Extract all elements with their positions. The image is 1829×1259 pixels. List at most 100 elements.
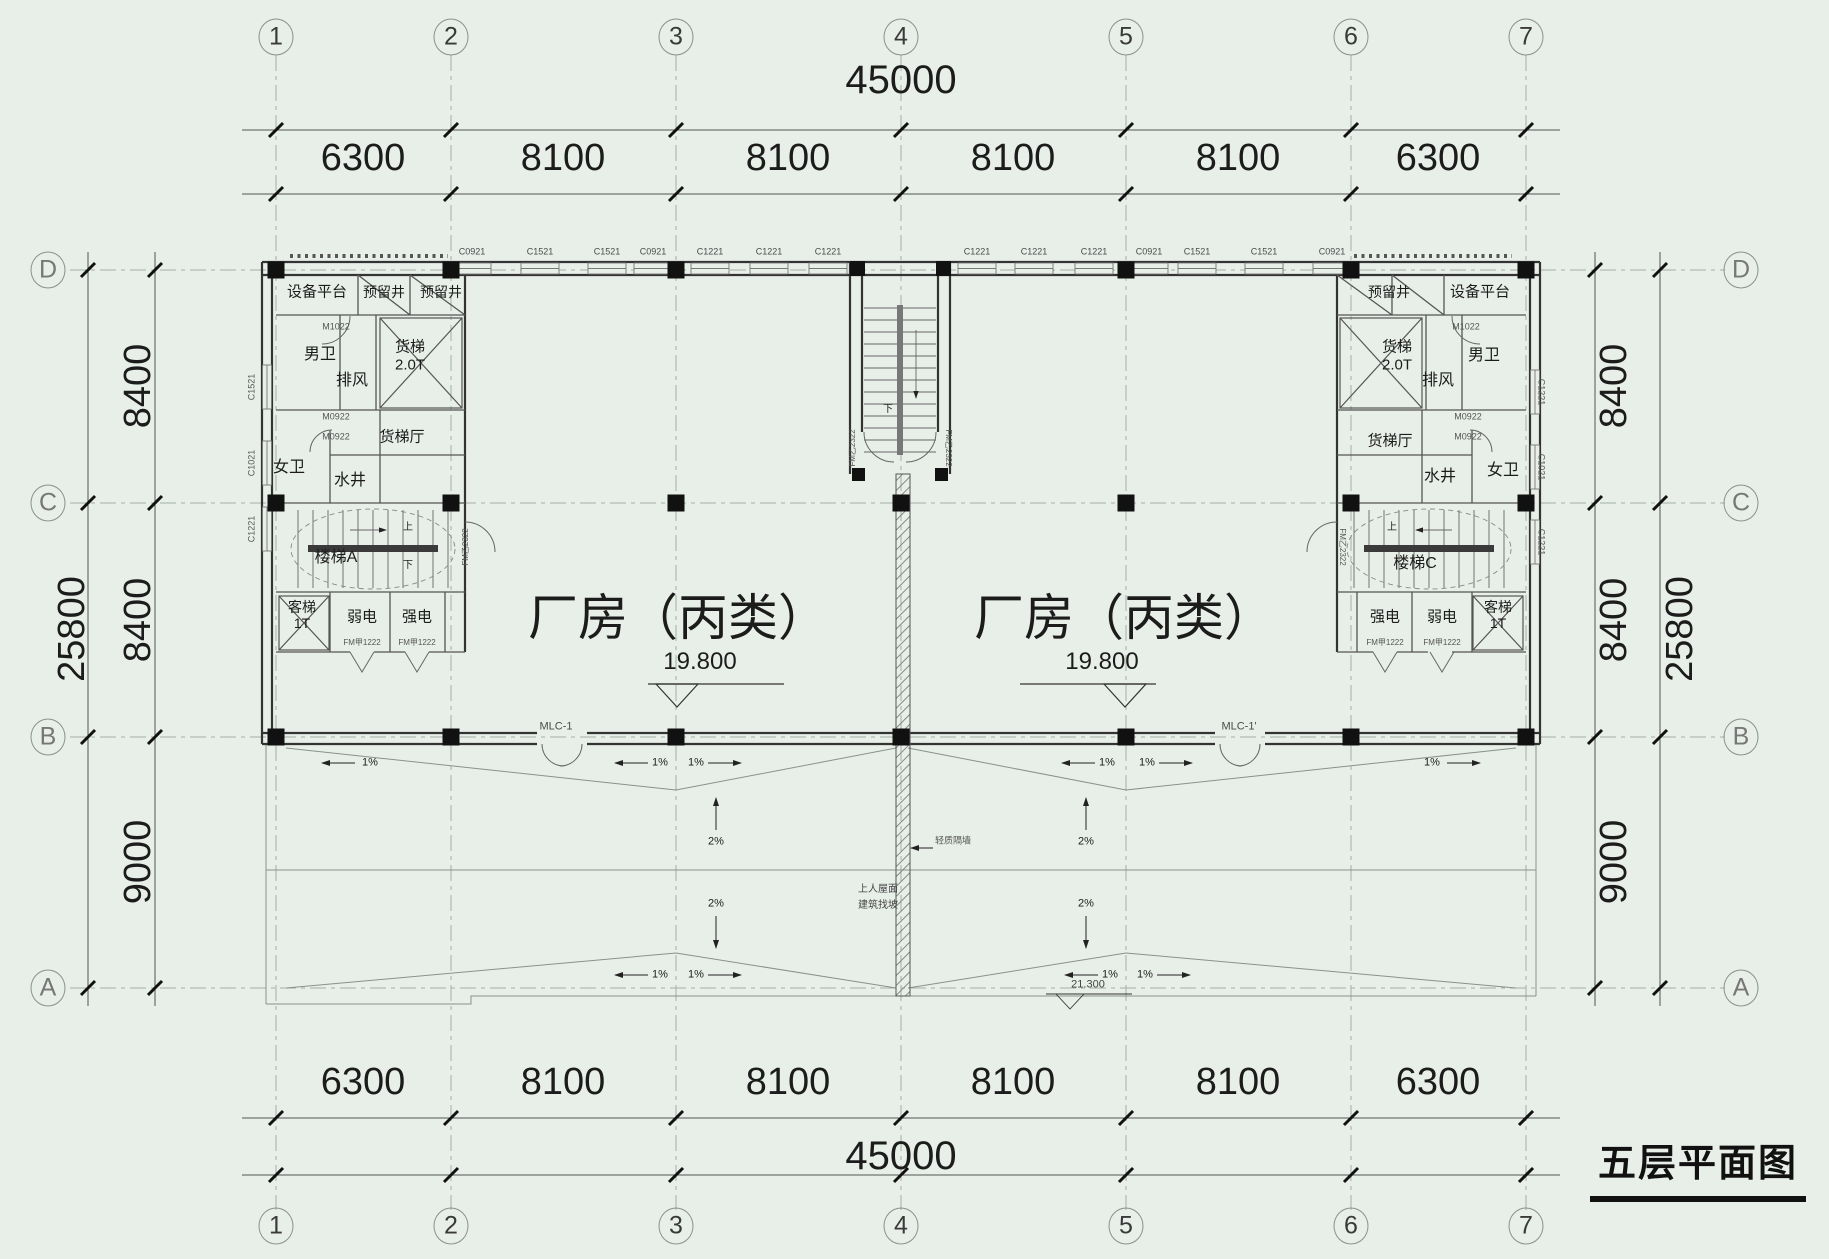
grid-bubble-C: C: [1723, 484, 1759, 522]
slope: 1%: [688, 968, 704, 981]
grid-bubble-7: 7: [1508, 18, 1544, 56]
door-tag: FM乙2322: [944, 429, 953, 467]
note: 轻质隔墙: [934, 835, 972, 846]
grid-bubble-4: 4: [883, 1207, 919, 1245]
slope: 1%: [1139, 756, 1155, 769]
dim-total-right: 25800: [1659, 576, 1701, 682]
window-tag: C0921: [639, 246, 667, 257]
window-tag: C1021: [1536, 453, 1547, 481]
slope: 2%: [708, 835, 724, 848]
door-tag: M0922: [322, 411, 350, 422]
room-label: 楼梯A: [314, 549, 358, 566]
room-label: 客梯: [1484, 599, 1512, 615]
room-label: 楼梯C: [1393, 555, 1437, 572]
slope: 1%: [1099, 756, 1115, 769]
room-label: 女卫: [272, 459, 306, 476]
dim-left: 8400: [117, 343, 159, 429]
slope-arrows: [321, 760, 1481, 978]
room-label: 男卫: [303, 346, 337, 363]
windows: [262, 262, 1540, 565]
window-tag: C1221: [1080, 246, 1108, 257]
slope: 2%: [1078, 835, 1094, 848]
window-tag: C0921: [458, 246, 486, 257]
room-label: 强电: [1369, 608, 1401, 626]
room-label: 排风: [335, 372, 369, 389]
grid-bubble-2: 2: [433, 1207, 469, 1245]
dim-top: 8100: [1195, 137, 1281, 179]
slope: 2%: [1078, 897, 1094, 910]
elevator-shafts: [278, 317, 1524, 651]
window-tag: C1221: [814, 246, 842, 257]
room-label: 货梯: [394, 338, 426, 356]
grid-bubble-5: 5: [1108, 1207, 1144, 1245]
grid-bubble-B: B: [30, 718, 66, 756]
grid-bubble-5: 5: [1108, 18, 1144, 56]
elevation: 19.800: [663, 648, 737, 675]
drawing-title: 五层平面图: [1590, 1132, 1806, 1202]
room-label: 水井: [1423, 468, 1457, 485]
window-tag: C1521: [1250, 246, 1278, 257]
structural-columns: [267, 261, 1535, 746]
dim-top: 6300: [1395, 137, 1481, 179]
window-tag: C0921: [1318, 246, 1346, 257]
note: 上人屋面: [858, 884, 898, 895]
dim-bottom: 6300: [1395, 1061, 1481, 1103]
grid-lines: [70, 55, 1725, 1210]
room-label: 2.0T: [394, 356, 426, 374]
room-label: 弱电: [346, 608, 378, 626]
window-tag: C1021: [246, 449, 257, 477]
dim-bottom: 6300: [320, 1061, 406, 1103]
dim-total-top: 45000: [845, 58, 957, 102]
door-tag: M0922: [322, 431, 350, 442]
door-tag: FM甲1222: [398, 638, 436, 647]
dim-left: 9000: [117, 819, 159, 905]
stair-c: [1346, 508, 1512, 590]
grid-bubble-A: A: [30, 969, 66, 1007]
door-tag: FM乙2322: [848, 429, 857, 467]
window-tag: C1221: [246, 515, 257, 543]
room-label: 强电: [401, 608, 433, 626]
grid-bubble-A: A: [1723, 969, 1759, 1007]
window-tag: C1521: [526, 246, 554, 257]
door-tag: M0922: [1454, 411, 1482, 422]
door-tag: FM甲1222: [1366, 638, 1404, 647]
slope: 1%: [652, 968, 668, 981]
slope: 1%: [652, 756, 668, 769]
stair-note: 上: [1387, 522, 1397, 533]
dim-top: 6300: [320, 137, 406, 179]
hall-label: 厂房（丙类）: [528, 590, 828, 646]
dim-right: 9000: [1593, 819, 1635, 905]
partitions: [276, 274, 1526, 653]
room-label: 弱电: [1426, 608, 1458, 626]
room-label: 1T: [293, 615, 311, 631]
stair-note: 下: [403, 560, 413, 571]
stair-center: [864, 305, 936, 455]
dim-bottom: 8100: [1195, 1061, 1281, 1103]
beam-tag: MLC-1: [539, 720, 573, 733]
room-label: 货梯: [1381, 338, 1413, 356]
room-label: 水井: [333, 472, 367, 489]
room-label: 女卫: [1486, 462, 1520, 479]
window-tag: C1221: [963, 246, 991, 257]
grid-bubble-6: 6: [1333, 18, 1369, 56]
door-tag: FM乙2322: [461, 528, 470, 566]
slope: 2%: [708, 897, 724, 910]
slope: 1%: [1102, 968, 1118, 981]
stair-a: [290, 508, 456, 590]
grid-bubble-1: 1: [258, 18, 294, 56]
grid-bubble-D: D: [30, 251, 66, 289]
grid-bubble-6: 6: [1333, 1207, 1369, 1245]
dim-top: 8100: [970, 137, 1056, 179]
room-label: 客梯: [288, 599, 316, 615]
grid-bubble-7: 7: [1508, 1207, 1544, 1245]
elevation: 21.300: [1071, 978, 1105, 991]
hall-label: 厂房（丙类）: [974, 590, 1274, 646]
window-tag: C0921: [1135, 246, 1163, 257]
room-label: 货梯厅: [1367, 432, 1413, 450]
door-tag: FM乙2322: [1338, 528, 1347, 566]
dim-total-bottom: 45000: [845, 1134, 957, 1178]
door-tag: M1022: [322, 321, 350, 332]
room-label: 男卫: [1467, 347, 1501, 364]
